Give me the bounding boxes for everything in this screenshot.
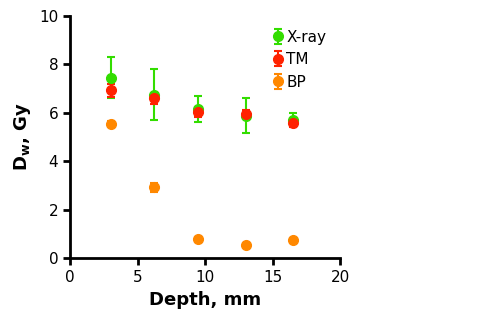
Legend: X-ray, TM, BP: X-ray, TM, BP: [268, 23, 332, 96]
X-axis label: Depth, mm: Depth, mm: [149, 291, 261, 309]
Y-axis label: $\mathregular{D_w}$, Gy: $\mathregular{D_w}$, Gy: [12, 103, 34, 171]
